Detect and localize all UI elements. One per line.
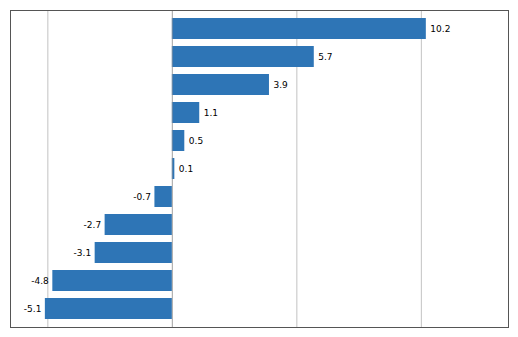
svg-text:-5.1: -5.1: [24, 304, 42, 314]
svg-text:0.5: 0.5: [189, 136, 203, 146]
svg-text:-2.7: -2.7: [84, 220, 102, 230]
svg-text:-0.7: -0.7: [133, 192, 151, 202]
svg-text:10.2: 10.2: [430, 24, 450, 34]
svg-text:0.1: 0.1: [179, 164, 193, 174]
svg-text:3.9: 3.9: [273, 80, 288, 90]
svg-text:-3.1: -3.1: [74, 248, 92, 258]
svg-text:5.7: 5.7: [318, 52, 332, 62]
svg-text:-4.8: -4.8: [31, 276, 49, 286]
svg-text:1.1: 1.1: [204, 108, 218, 118]
